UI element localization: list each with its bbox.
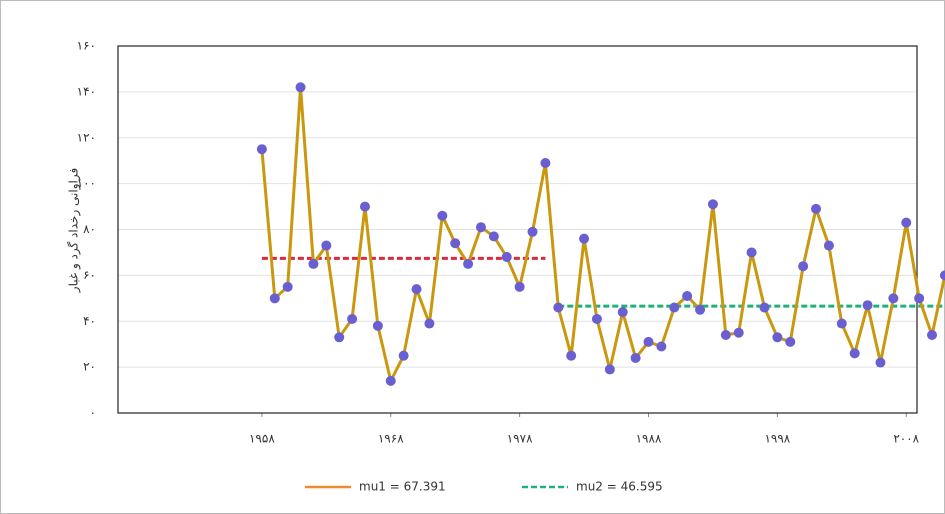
plot-border (117, 45, 918, 414)
x-tick-label: ۲۰۰۸ (893, 432, 919, 446)
data-point (411, 284, 422, 295)
data-point (269, 293, 280, 304)
y-tick-label: ۱۶۰ (77, 39, 96, 53)
data-point (772, 332, 783, 343)
data-point (372, 320, 383, 331)
data-point (604, 364, 615, 375)
data-point (630, 352, 641, 363)
data-point (759, 302, 770, 313)
data-point (849, 348, 860, 359)
data-point (682, 291, 693, 302)
data-point (475, 222, 486, 233)
data-point (707, 199, 718, 210)
data-point (424, 318, 435, 329)
data-point (579, 233, 590, 244)
data-point (901, 217, 912, 228)
x-tick-label: ۱۹۵۸ (249, 432, 275, 446)
data-point (733, 327, 744, 338)
x-tick-label: ۱۹۹۸ (764, 432, 790, 446)
y-axis-label: فراوانی رخداد گرد و غبار (67, 168, 82, 293)
data-point (514, 281, 525, 292)
data-line (260, 87, 945, 386)
data-point (334, 332, 345, 343)
y-tick-label: ۱۰۰ (77, 176, 96, 190)
data-point (798, 261, 809, 272)
data-point (836, 318, 847, 329)
data-point (308, 258, 319, 269)
data-point (914, 293, 925, 304)
data-point (811, 203, 822, 214)
x-tick-label: ۱۹۶۸ (378, 432, 404, 446)
data-point (669, 302, 680, 313)
y-tick-label: ۱۴۰ (77, 84, 96, 98)
data-point (656, 341, 667, 352)
data-point (359, 201, 370, 212)
data-point (643, 336, 654, 347)
data-point (488, 231, 499, 242)
data-point (927, 330, 938, 341)
data-point (823, 240, 834, 251)
data-point (282, 281, 293, 292)
data-point (347, 313, 358, 324)
data-point (695, 304, 706, 315)
data-point (875, 357, 886, 368)
data-point (256, 144, 267, 155)
data-point (501, 252, 512, 263)
legend-label: mu1 = 67.391 (359, 480, 446, 494)
y-tick-label: ۸۰ (83, 222, 96, 236)
data-point (553, 302, 564, 313)
data-point (321, 240, 332, 251)
data-point (385, 375, 396, 386)
data-point (450, 238, 461, 249)
y-tick-label: ۴۰ (83, 314, 96, 328)
legend-label: mu2 = 46.595 (576, 480, 663, 494)
y-tick-label: ۶۰ (83, 268, 96, 282)
data-point (862, 300, 873, 311)
data-point (746, 247, 757, 258)
data-point (295, 82, 306, 93)
data-point (591, 313, 602, 324)
y-tick-label: ۰ (90, 406, 96, 420)
y-tick-label: ۲۰ (83, 360, 96, 374)
data-point (785, 336, 796, 347)
x-tick-label: ۱۹۷۸ (507, 432, 533, 446)
data-point (720, 330, 731, 341)
data-point (540, 157, 551, 168)
data-point (398, 350, 409, 361)
y-tick-label: ۱۲۰ (77, 130, 96, 144)
data-point (888, 293, 899, 304)
data-point (463, 258, 474, 269)
x-tick-label: ۱۹۸۸ (636, 432, 662, 446)
data-point (939, 270, 945, 281)
data-point (566, 350, 577, 361)
data-point (617, 307, 628, 318)
data-point (527, 226, 538, 237)
data-point (437, 210, 448, 221)
